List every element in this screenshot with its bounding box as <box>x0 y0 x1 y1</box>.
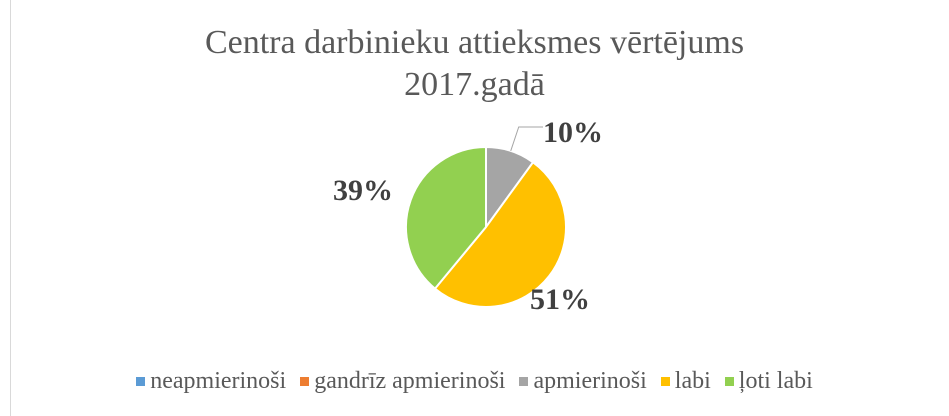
legend-item: gandrīz apmierinoši <box>300 368 505 395</box>
legend-label: ļoti labi <box>738 368 813 394</box>
legend-swatch <box>660 377 670 386</box>
legend-item: ļoti labi <box>724 368 813 395</box>
data-label: 51% <box>530 283 590 316</box>
title-box: Centra darbinieku attieksmes vērtējums 2… <box>0 22 949 106</box>
data-label: 10% <box>543 116 603 149</box>
legend-label: neapmierinoši <box>150 368 287 394</box>
legend-item: labi <box>660 368 711 395</box>
chart-frame <box>10 0 11 416</box>
legend-swatch <box>300 377 310 386</box>
legend-label: apmierinoši <box>533 368 647 394</box>
legend-item: neapmierinoši <box>136 368 286 395</box>
leader-line <box>510 126 543 152</box>
chart-title: Centra darbinieku attieksmes vērtējums 2… <box>204 24 745 103</box>
legend: neapmierinoši gandrīz apmierinoši apmierin… <box>0 368 949 395</box>
pie-slice <box>433 160 567 308</box>
pie-slice <box>405 145 487 291</box>
data-label: 39% <box>333 174 393 207</box>
legend-swatch <box>724 377 734 386</box>
legend-label: gandrīz apmierinoši <box>314 368 506 394</box>
legend-label: labi <box>674 368 711 394</box>
legend-swatch <box>136 377 146 386</box>
legend-item: apmierinoši <box>519 368 647 395</box>
legend-swatch <box>519 377 529 386</box>
